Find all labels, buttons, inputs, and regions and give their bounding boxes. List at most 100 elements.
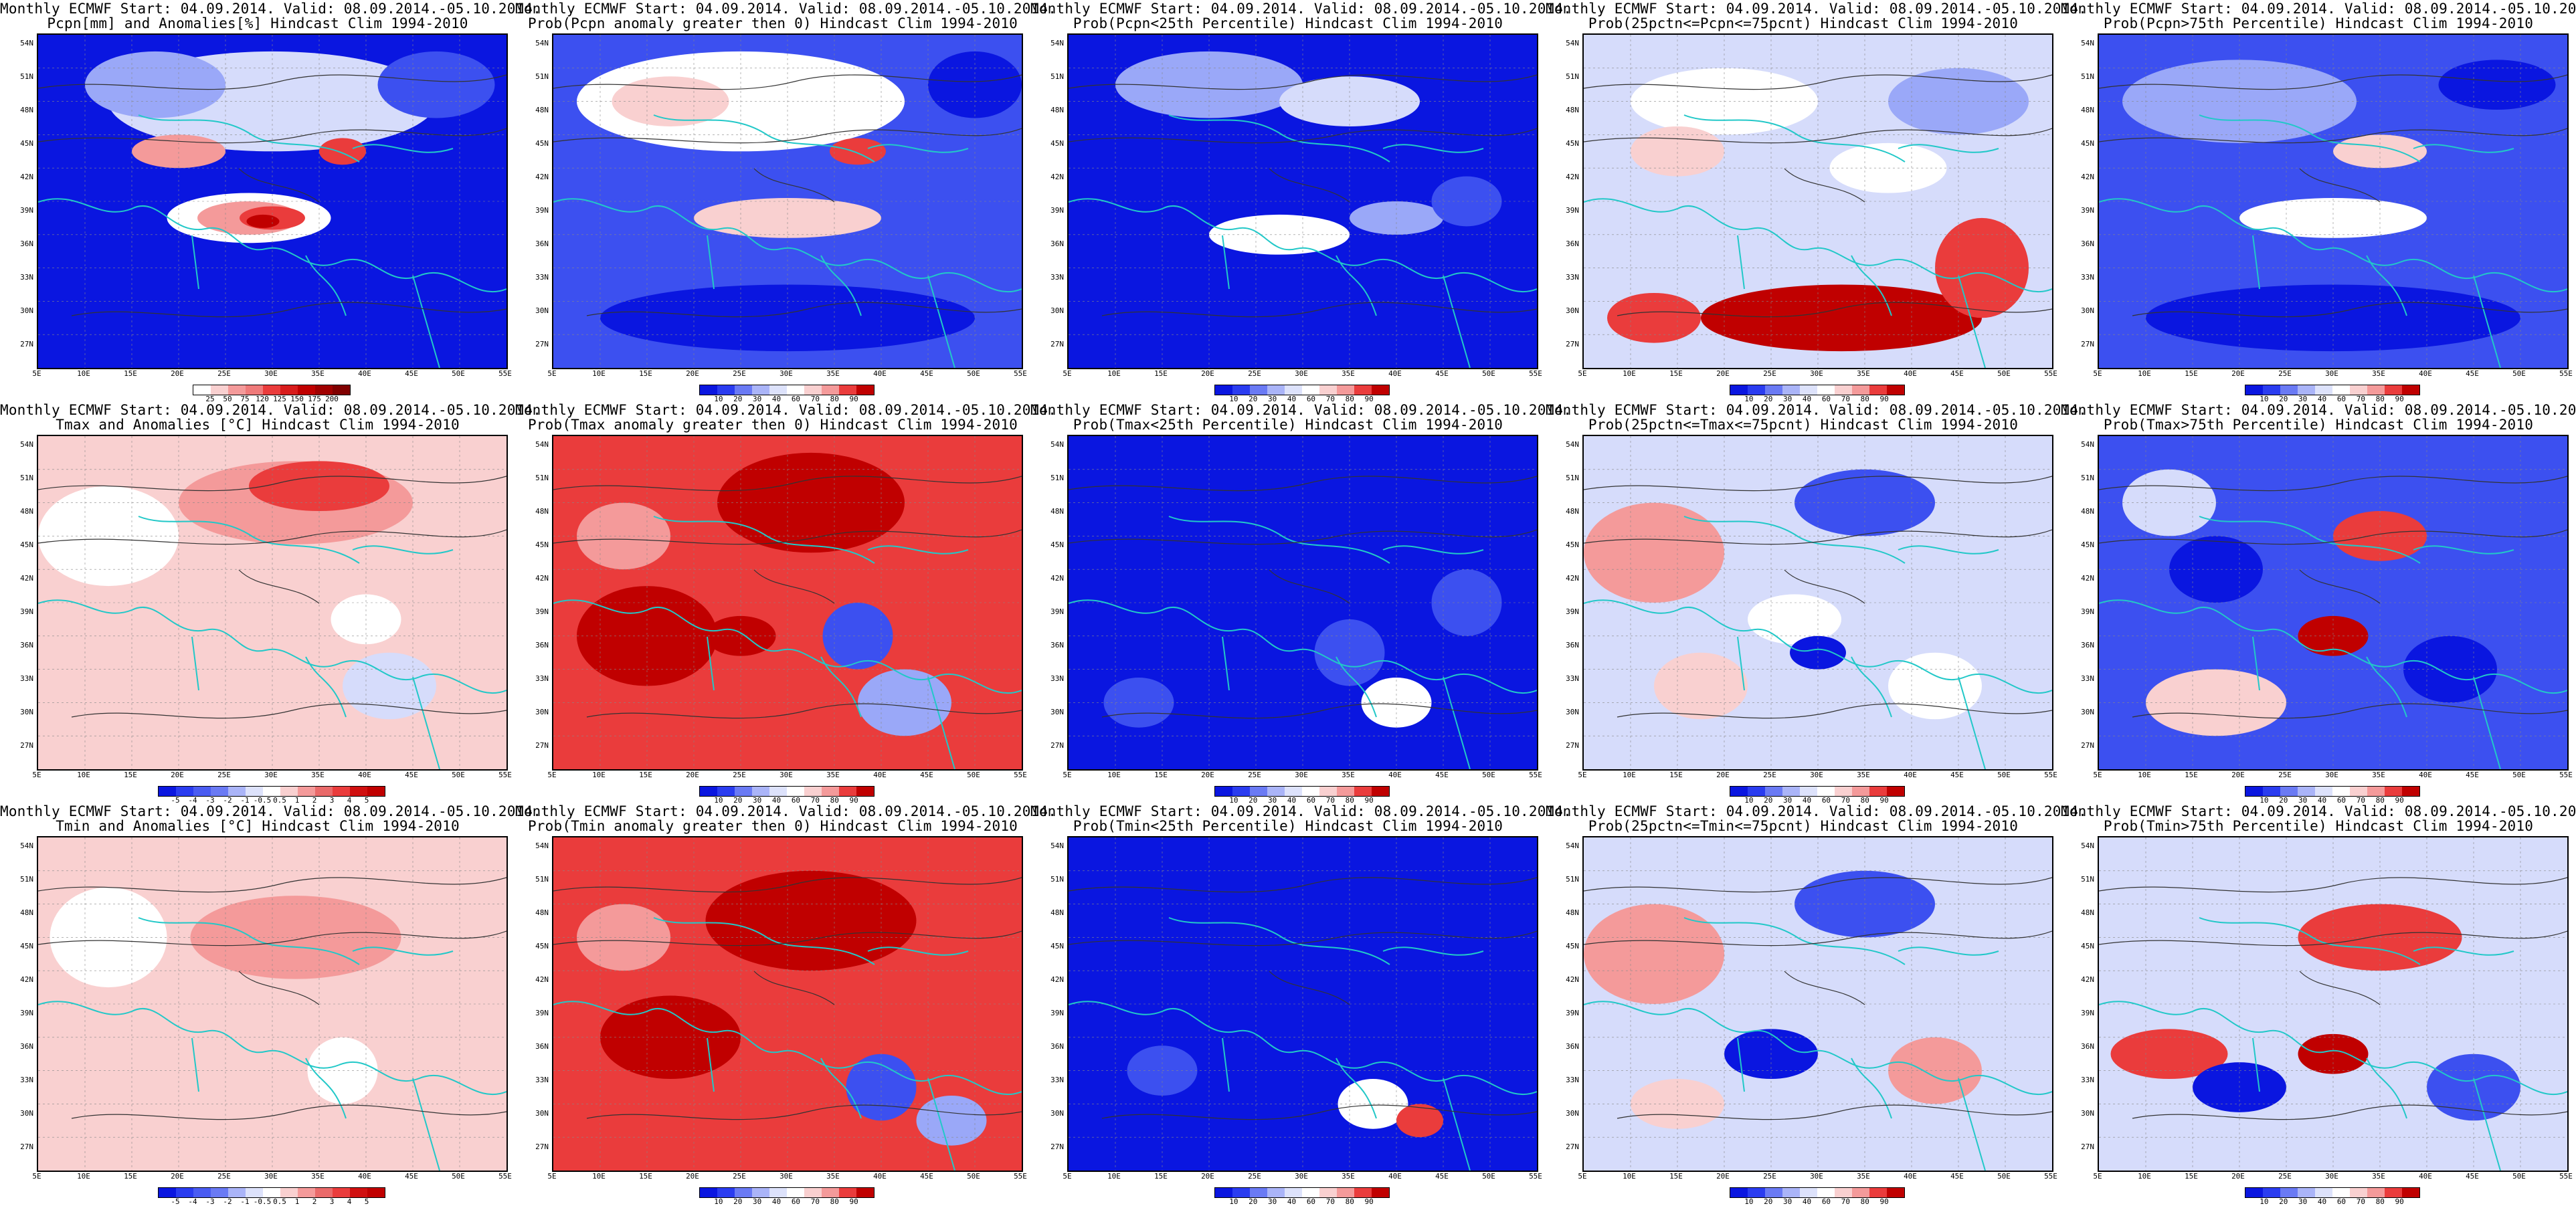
lat-tick-label: 39N [2081,1009,2094,1017]
lon-tick-label: 35E [311,771,325,779]
lon-tick-label: 20E [1201,369,1214,378]
lon-tick-label: 5E [2093,1172,2102,1181]
colorbar-swatch [1782,385,1800,395]
lon-tick-label: 40E [2419,369,2432,378]
panel-title-line1: Monthly ECMWF Start: 04.09.2014. Valid: … [1030,803,1572,819]
lat-tick-label: 30N [535,1109,549,1118]
lon-tick-label: 20E [686,369,699,378]
lon-tick-label: 5E [1578,369,1587,378]
lat-tick-label: 54N [1566,39,1579,47]
colorbar-tick-label: 120 [256,395,269,403]
colorbar-swatch [228,787,246,796]
lon-tick-label: 35E [1857,369,1870,378]
colorbar-swatch [1887,787,1904,796]
lon-tick-label: 30E [264,771,278,779]
colorbar-swatch [1765,385,1782,395]
colorbar-swatch [2315,787,2332,796]
colorbar-swatch [1730,385,1748,395]
colorbar-swatch [822,787,839,796]
colorbar-tick-label: -4 [188,796,197,805]
colorbar-swatch [176,787,193,796]
lon-tick-label: 45E [1435,771,1449,779]
lon-tick-label: 25E [733,1172,746,1181]
colorbar-swatch [298,787,315,796]
panel-title-line2: Prob(25pctn<=Tmax<=75pcnt) Hindcast Clim… [1588,417,2019,433]
lon-tick-label: 20E [171,369,184,378]
lat-tick-label: 42N [20,975,33,984]
colorbar-swatch [1869,787,1887,796]
colorbar-tick-label: 3 [329,796,335,805]
lon-tick-label: 35E [311,369,325,378]
colorbar-tick-label: 70 [1841,796,1850,805]
colorbar-swatch [856,787,874,796]
lon-tick-label: 40E [358,1172,371,1181]
lon-tick-label: 50E [1997,1172,2011,1181]
colorbar-swatch [1372,385,1389,395]
lat-tick-label: 42N [535,975,549,984]
colorbar-swatch [2367,787,2385,796]
colorbar-swatch [1817,385,1835,395]
colorbar-tick-label: 60 [2336,395,2347,403]
lon-tick-label: 10E [77,1172,90,1181]
colorbar-swatch [839,385,856,395]
lon-tick-label: 40E [873,771,887,779]
lon-tick-label: 40E [2419,771,2432,779]
lon-tick-label: 30E [2325,1172,2338,1181]
colorbar-swatch [2367,1188,2385,1197]
lat-tick-label: 39N [1566,1009,1579,1017]
colorbar-tick-label: 1 [294,796,300,805]
map-field [552,836,1023,1172]
lon-tick-label: 30E [779,1172,793,1181]
lon-tick-label: 10E [2138,369,2151,378]
lat-tick-label: 54N [2081,39,2094,47]
forecast-panel: Monthly ECMWF Start: 04.09.2014. Valid: … [1546,0,2087,403]
lon-tick-label: 55E [498,1172,512,1181]
colorbar-tick-label: 40 [771,395,781,403]
lon-tick-label: 40E [873,1172,887,1181]
colorbar-tick-label: 30 [753,395,762,403]
lon-tick-label: 40E [358,369,371,378]
colorbar-swatch [315,385,333,395]
panel-title-line1: Monthly ECMWF Start: 04.09.2014. Valid: … [1030,402,1572,418]
colorbar-swatch [333,385,350,395]
lat-tick-label: 42N [1566,574,1579,583]
colorbar-swatch [193,1188,211,1197]
lat-tick-label: 51N [20,72,33,81]
lon-tick-label: 55E [498,369,512,378]
panel-title-line1: Monthly ECMWF Start: 04.09.2014. Valid: … [2061,1,2576,17]
colorbar-tick-label: 90 [1879,395,1889,403]
lat-tick-label: 51N [20,474,33,482]
colorbar-tick-label: 90 [1879,1197,1889,1206]
colorbar [699,1187,875,1198]
lon-tick-label: 15E [124,1172,137,1181]
forecast-panel: Monthly ECMWF Start: 04.09.2014. Valid: … [0,401,541,805]
lat-tick-label: 36N [535,239,549,248]
lon-tick-label: 5E [1578,1172,1587,1181]
colorbar-swatch [1319,1188,1337,1197]
lat-tick-label: 51N [2081,72,2094,81]
colorbar-swatch [1835,1188,1852,1197]
lon-tick-label: 15E [124,771,137,779]
colorbar-swatch [1337,385,1354,395]
lon-tick-label: 25E [1248,369,1261,378]
colorbar-swatch [211,787,228,796]
colorbar-swatch [735,787,752,796]
panel-title-line2: Prob(Tmax>75th Percentile) Hindcast Clim… [2103,417,2534,433]
colorbar-tick-label: 90 [1364,395,1374,403]
lon-tick-label: 20E [1716,1172,1730,1181]
map-field [1582,33,2053,369]
colorbar [2245,786,2420,797]
lon-tick-label: 55E [2559,1172,2573,1181]
colorbar-swatch [298,385,315,395]
colorbar-tick-label: 30 [2298,796,2308,805]
lon-tick-label: 10E [1107,1172,1121,1181]
colorbar-swatch [1835,787,1852,796]
panel-title-line2: Prob(Pcpn anomaly greater then 0) Hindca… [527,15,1018,31]
lat-tick-label: 48N [1566,908,1579,917]
colorbar-swatch [700,385,717,395]
lat-tick-label: 27N [1050,1142,1064,1151]
lon-tick-label: 55E [2044,369,2057,378]
lat-tick-label: 39N [20,206,33,215]
lon-tick-label: 45E [2466,771,2479,779]
lat-tick-label: 51N [535,72,549,81]
